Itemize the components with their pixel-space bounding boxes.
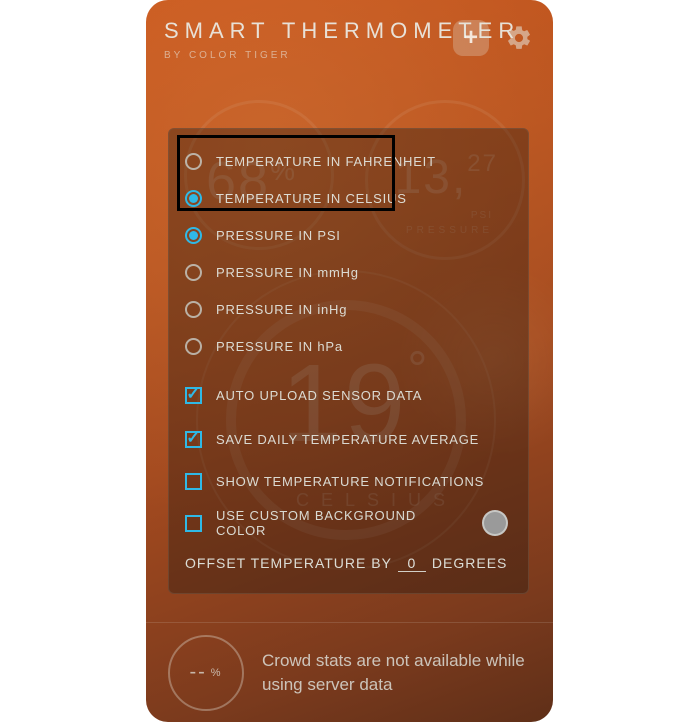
- radio-pressure-inhg[interactable]: PRESSURE IN inHg: [185, 291, 512, 328]
- add-button[interactable]: +: [453, 20, 489, 56]
- gear-icon: [505, 24, 533, 52]
- crowd-stat-circle: -- %: [168, 635, 244, 711]
- radio-pressure-hpa[interactable]: PRESSURE IN hPa: [185, 328, 512, 365]
- radio-icon: [185, 190, 202, 207]
- offset-row: OFFSET TEMPERATURE BY 0 DEGREES: [185, 555, 512, 572]
- radio-icon: [185, 338, 202, 355]
- checkbox-icon: [185, 515, 202, 532]
- offset-input[interactable]: 0: [398, 555, 426, 572]
- radio-temp-fahrenheit[interactable]: TEMPERATURE IN FAHRENHEIT: [185, 143, 512, 180]
- radio-icon: [185, 153, 202, 170]
- radio-icon: [185, 301, 202, 318]
- checkbox-icon: [185, 473, 202, 490]
- color-swatch[interactable]: [482, 510, 508, 536]
- radio-pressure-psi[interactable]: PRESSURE IN PSI: [185, 217, 512, 254]
- check-custom-bg-color[interactable]: USE CUSTOM BACKGROUND COLOR: [185, 501, 512, 545]
- check-save-daily-avg[interactable]: SAVE DAILY TEMPERATURE AVERAGE: [185, 417, 512, 461]
- checkbox-label: SHOW TEMPERATURE NOTIFICATIONS: [216, 474, 484, 489]
- footer: -- % Crowd stats are not available while…: [146, 622, 553, 722]
- plus-icon: +: [464, 24, 478, 52]
- radio-label: TEMPERATURE IN FAHRENHEIT: [216, 154, 436, 169]
- app-header: SMART THERMOMETER BY COLOR TIGER +: [146, 0, 553, 67]
- check-auto-upload[interactable]: AUTO UPLOAD SENSOR DATA: [185, 373, 512, 417]
- checkbox-label: AUTO UPLOAD SENSOR DATA: [216, 388, 422, 403]
- radio-icon: [185, 227, 202, 244]
- radio-label: TEMPERATURE IN CELSIUS: [216, 191, 407, 206]
- settings-button[interactable]: [501, 20, 537, 56]
- crowd-stat-value: --: [189, 661, 206, 684]
- checkbox-icon: [185, 387, 202, 404]
- checkbox-label: SAVE DAILY TEMPERATURE AVERAGE: [216, 432, 479, 447]
- settings-panel: TEMPERATURE IN FAHRENHEIT TEMPERATURE IN…: [168, 128, 529, 594]
- offset-suffix: DEGREES: [432, 555, 507, 571]
- radio-label: PRESSURE IN mmHg: [216, 265, 359, 280]
- radio-pressure-mmhg[interactable]: PRESSURE IN mmHg: [185, 254, 512, 291]
- check-show-notifications[interactable]: SHOW TEMPERATURE NOTIFICATIONS: [185, 461, 512, 501]
- checkbox-icon: [185, 431, 202, 448]
- app-screen: 68% 13,27 PSI PRESSURE 19° CELSIUS SMART…: [146, 0, 553, 722]
- radio-label: PRESSURE IN inHg: [216, 302, 347, 317]
- crowd-stat-unit: %: [211, 667, 223, 679]
- radio-temp-celsius[interactable]: TEMPERATURE IN CELSIUS: [185, 180, 512, 217]
- radio-label: PRESSURE IN PSI: [216, 228, 341, 243]
- radio-label: PRESSURE IN hPa: [216, 339, 343, 354]
- radio-icon: [185, 264, 202, 281]
- footer-message: Crowd stats are not available while usin…: [262, 649, 531, 697]
- checkbox-label: USE CUSTOM BACKGROUND COLOR: [216, 508, 468, 538]
- offset-prefix: OFFSET TEMPERATURE BY: [185, 555, 392, 571]
